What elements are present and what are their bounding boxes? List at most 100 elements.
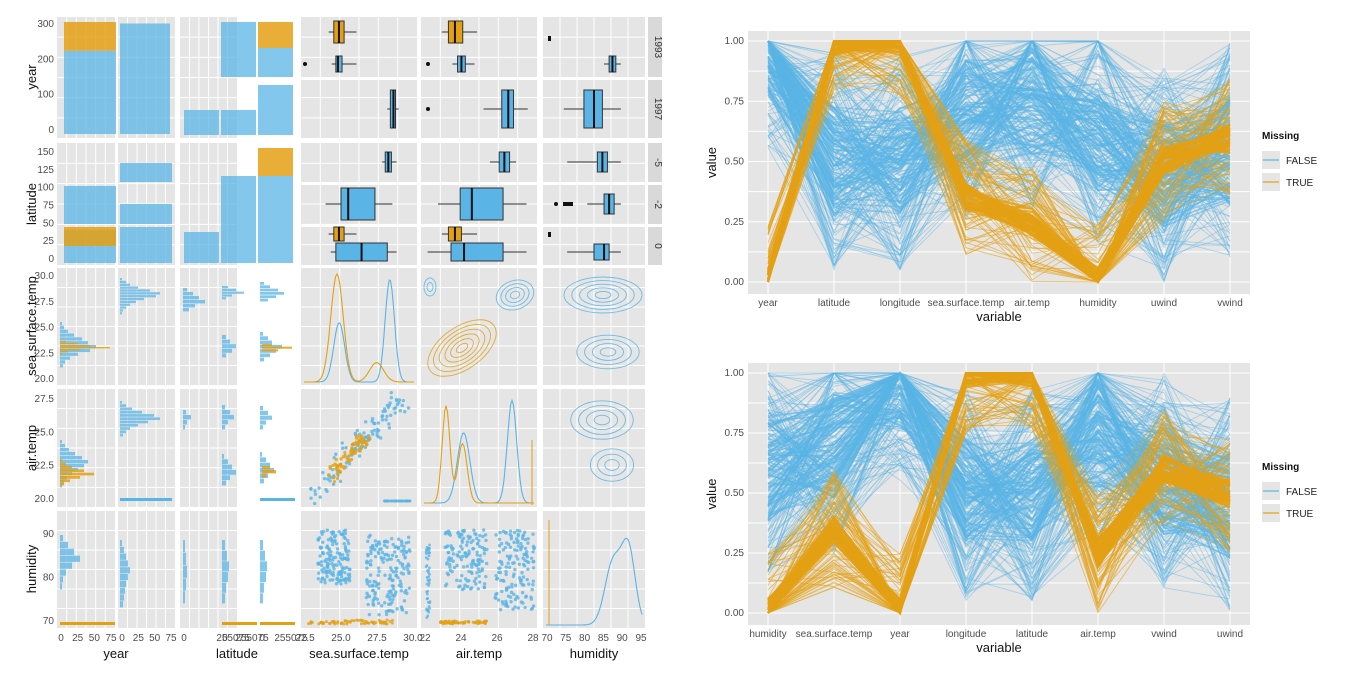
- sst-hist-bar-missing: [60, 353, 62, 355]
- sst-hist-bar: [120, 283, 130, 286]
- hum-hist-bar: [120, 553, 126, 560]
- air-hist-bar: [260, 410, 268, 415]
- scatter-point: [390, 584, 395, 588]
- sst-hist-bar-missing: [60, 345, 90, 347]
- scatter-point: [506, 594, 511, 598]
- scatter-point: [373, 591, 377, 595]
- scatter-point: [391, 597, 395, 602]
- scatter-point: [427, 575, 431, 579]
- scatter-point: [455, 553, 459, 557]
- scatter-point: [383, 573, 387, 577]
- scatter-point: [332, 479, 337, 484]
- scatter-point: [396, 537, 401, 541]
- scatter-point: [427, 568, 430, 572]
- x-tick-label: 22.5: [295, 633, 315, 644]
- sst-hist-bar: [260, 336, 268, 340]
- scatter-point: [504, 541, 509, 545]
- scatter-point: [468, 587, 473, 591]
- scatter-point: [403, 556, 407, 560]
- scatter-point: [397, 398, 402, 402]
- scatter-point: [508, 529, 513, 533]
- contour-sst-hum: [563, 276, 643, 314]
- scatter-point: [343, 619, 347, 623]
- scatter-point: [346, 459, 351, 463]
- x-axis-title-sst: sea.surface.temp: [309, 646, 409, 661]
- scatter-point: [318, 545, 322, 549]
- scatter-point: [476, 558, 480, 563]
- scatter-point: [365, 566, 369, 570]
- scatter-point: [319, 560, 324, 564]
- air-hist-bar: [222, 410, 230, 415]
- scatter-point: [455, 563, 459, 568]
- scatter-point: [334, 542, 339, 546]
- scatter-point: [478, 569, 482, 574]
- scatter-point: [446, 573, 451, 577]
- scatter-point: [475, 571, 479, 575]
- pc-bottom-y-tick: 0.50: [725, 488, 745, 499]
- scatter-point: [531, 583, 535, 587]
- hum-density-false: [546, 537, 643, 626]
- scatter-point: [509, 534, 514, 538]
- scatter-point: [370, 588, 375, 593]
- scatter-point: [321, 529, 326, 534]
- sst-hist-bar: [260, 285, 270, 289]
- air-hist-bar: [120, 430, 126, 434]
- scatter-point: [517, 562, 521, 566]
- air-hist-bar: [120, 410, 142, 414]
- air-hist-bar-missing: [262, 470, 276, 474]
- scatter-point: [516, 557, 520, 561]
- air-hist-bar-missing: [60, 469, 84, 473]
- pc-bottom-series-line: [767, 372, 1231, 615]
- scatter-point: [531, 579, 536, 583]
- scatter-point: [325, 544, 330, 548]
- pc-top-series-line: [767, 48, 1231, 283]
- gridlines: [421, 17, 537, 138]
- scatter-point: [388, 595, 392, 599]
- sst-hist-bar: [60, 356, 70, 360]
- sst-hist-bar: [120, 312, 122, 315]
- y-axis-title-year: year: [24, 64, 39, 90]
- box-body: [593, 243, 610, 261]
- sst-hist-bar: [60, 348, 90, 353]
- scatter-point: [328, 622, 332, 626]
- scatter-point: [478, 544, 482, 549]
- scatter-point: [525, 577, 529, 582]
- hum-hist-bar-missing: [222, 622, 257, 625]
- scatter-point: [317, 486, 321, 490]
- outlier: [548, 36, 551, 41]
- y-tick-label: 25: [43, 236, 55, 247]
- gridlines: [543, 143, 645, 265]
- scatter-point: [403, 410, 407, 414]
- scatter-point: [377, 613, 381, 617]
- sst-hist-bar: [60, 333, 74, 337]
- scatter-point: [499, 541, 504, 546]
- scatter-point: [525, 550, 529, 554]
- contour-air-hum: [570, 400, 634, 440]
- scatter-point: [328, 571, 332, 575]
- scatter-point: [450, 570, 454, 574]
- scatter-point: [356, 618, 360, 622]
- scatter-point: [333, 538, 337, 543]
- pc-bottom-series-line: [767, 380, 1231, 579]
- sst-hist-bar: [260, 295, 276, 299]
- pc-top-x-title: variable: [976, 309, 1022, 324]
- hum-hist-bar: [120, 594, 124, 601]
- scatter-point: [328, 578, 332, 582]
- pc-bottom-legend-label: FALSE: [1286, 487, 1317, 498]
- scatter-point: [504, 569, 508, 574]
- scatter-point: [342, 622, 346, 626]
- scatter-point: [402, 544, 406, 549]
- contour-sst-hum: [594, 290, 612, 300]
- scatter-point: [478, 554, 482, 558]
- scatter-point: [375, 430, 379, 435]
- boxplot-hum-lat-2: [587, 193, 621, 215]
- sst-hist-bar: [260, 340, 272, 345]
- scatter-point: [504, 572, 508, 577]
- air-hist-bar: [260, 457, 266, 463]
- scatter-point: [459, 532, 463, 537]
- hum-hist-bar: [120, 574, 128, 581]
- hum-hist-bar: [60, 562, 72, 569]
- air-hist-bar: [60, 464, 84, 468]
- scatter-point: [481, 528, 486, 532]
- pc-bottom-y-tick: 0.00: [725, 608, 745, 619]
